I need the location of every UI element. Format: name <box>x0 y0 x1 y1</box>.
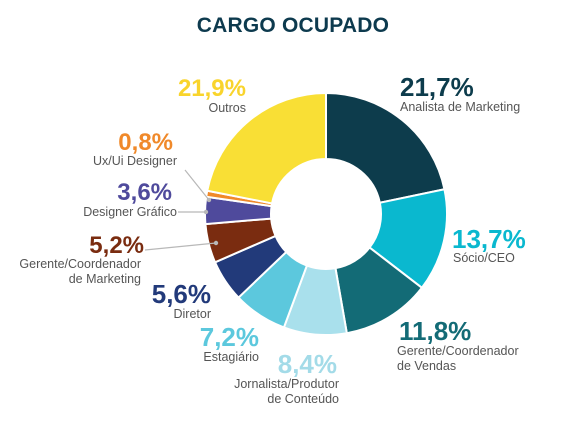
category-label-socio-ceo: Sócio/CEO <box>453 251 515 265</box>
leader-line-gerente-coordenador-de-marketing <box>144 242 217 251</box>
category-label-diretor: Diretor <box>173 307 211 321</box>
category-label-gerente-coordenador-de-marketing: Gerente/Coordenador de Marketing <box>19 257 141 286</box>
category-label-jornalista-produtor-de-conteudo: Jornalista/Produtor de Conteúdo <box>234 377 339 406</box>
category-label-estagiario: Estagiário <box>203 350 259 364</box>
chart-title: CARGO OCUPADO <box>196 14 390 37</box>
slice-analista-de-marketing <box>325 91 446 204</box>
value-label-diretor: 5,6% <box>152 279 211 309</box>
value-label-analista-de-marketing: 21,7% <box>400 72 474 102</box>
category-label-analista-de-marketing: Analista de Marketing <box>400 100 520 114</box>
category-label-ux-ui-designer: Ux/Ui Designer <box>93 154 177 168</box>
value-label-jornalista-produtor-de-conteudo: 8,4% <box>278 349 337 379</box>
value-label-gerente-coordenador-de-marketing: 5,2% <box>89 232 144 259</box>
leader-line-ux-ui-designer <box>184 169 210 201</box>
value-label-outros: 21,9% <box>178 75 246 102</box>
value-label-ux-ui-designer: 0,8% <box>118 129 173 156</box>
slice-outros <box>206 91 327 205</box>
leader-dot-designer-grafico <box>203 209 209 215</box>
value-label-estagiario: 7,2% <box>200 322 259 352</box>
leader-dot-gerente-coordenador-de-marketing <box>213 240 219 246</box>
value-label-designer-grafico: 3,6% <box>117 179 172 206</box>
leader-dot-ux-ui-designer <box>206 197 212 203</box>
category-label-outros: Outros <box>208 101 246 115</box>
category-label-designer-grafico: Designer Gráfico <box>83 205 177 219</box>
value-label-socio-ceo: 13,7% <box>452 224 526 254</box>
category-label-gerente-coordenador-de-vendas: Gerente/Coordenador de Vendas <box>397 344 519 373</box>
value-label-gerente-coordenador-de-vendas: 11,8% <box>399 316 471 346</box>
